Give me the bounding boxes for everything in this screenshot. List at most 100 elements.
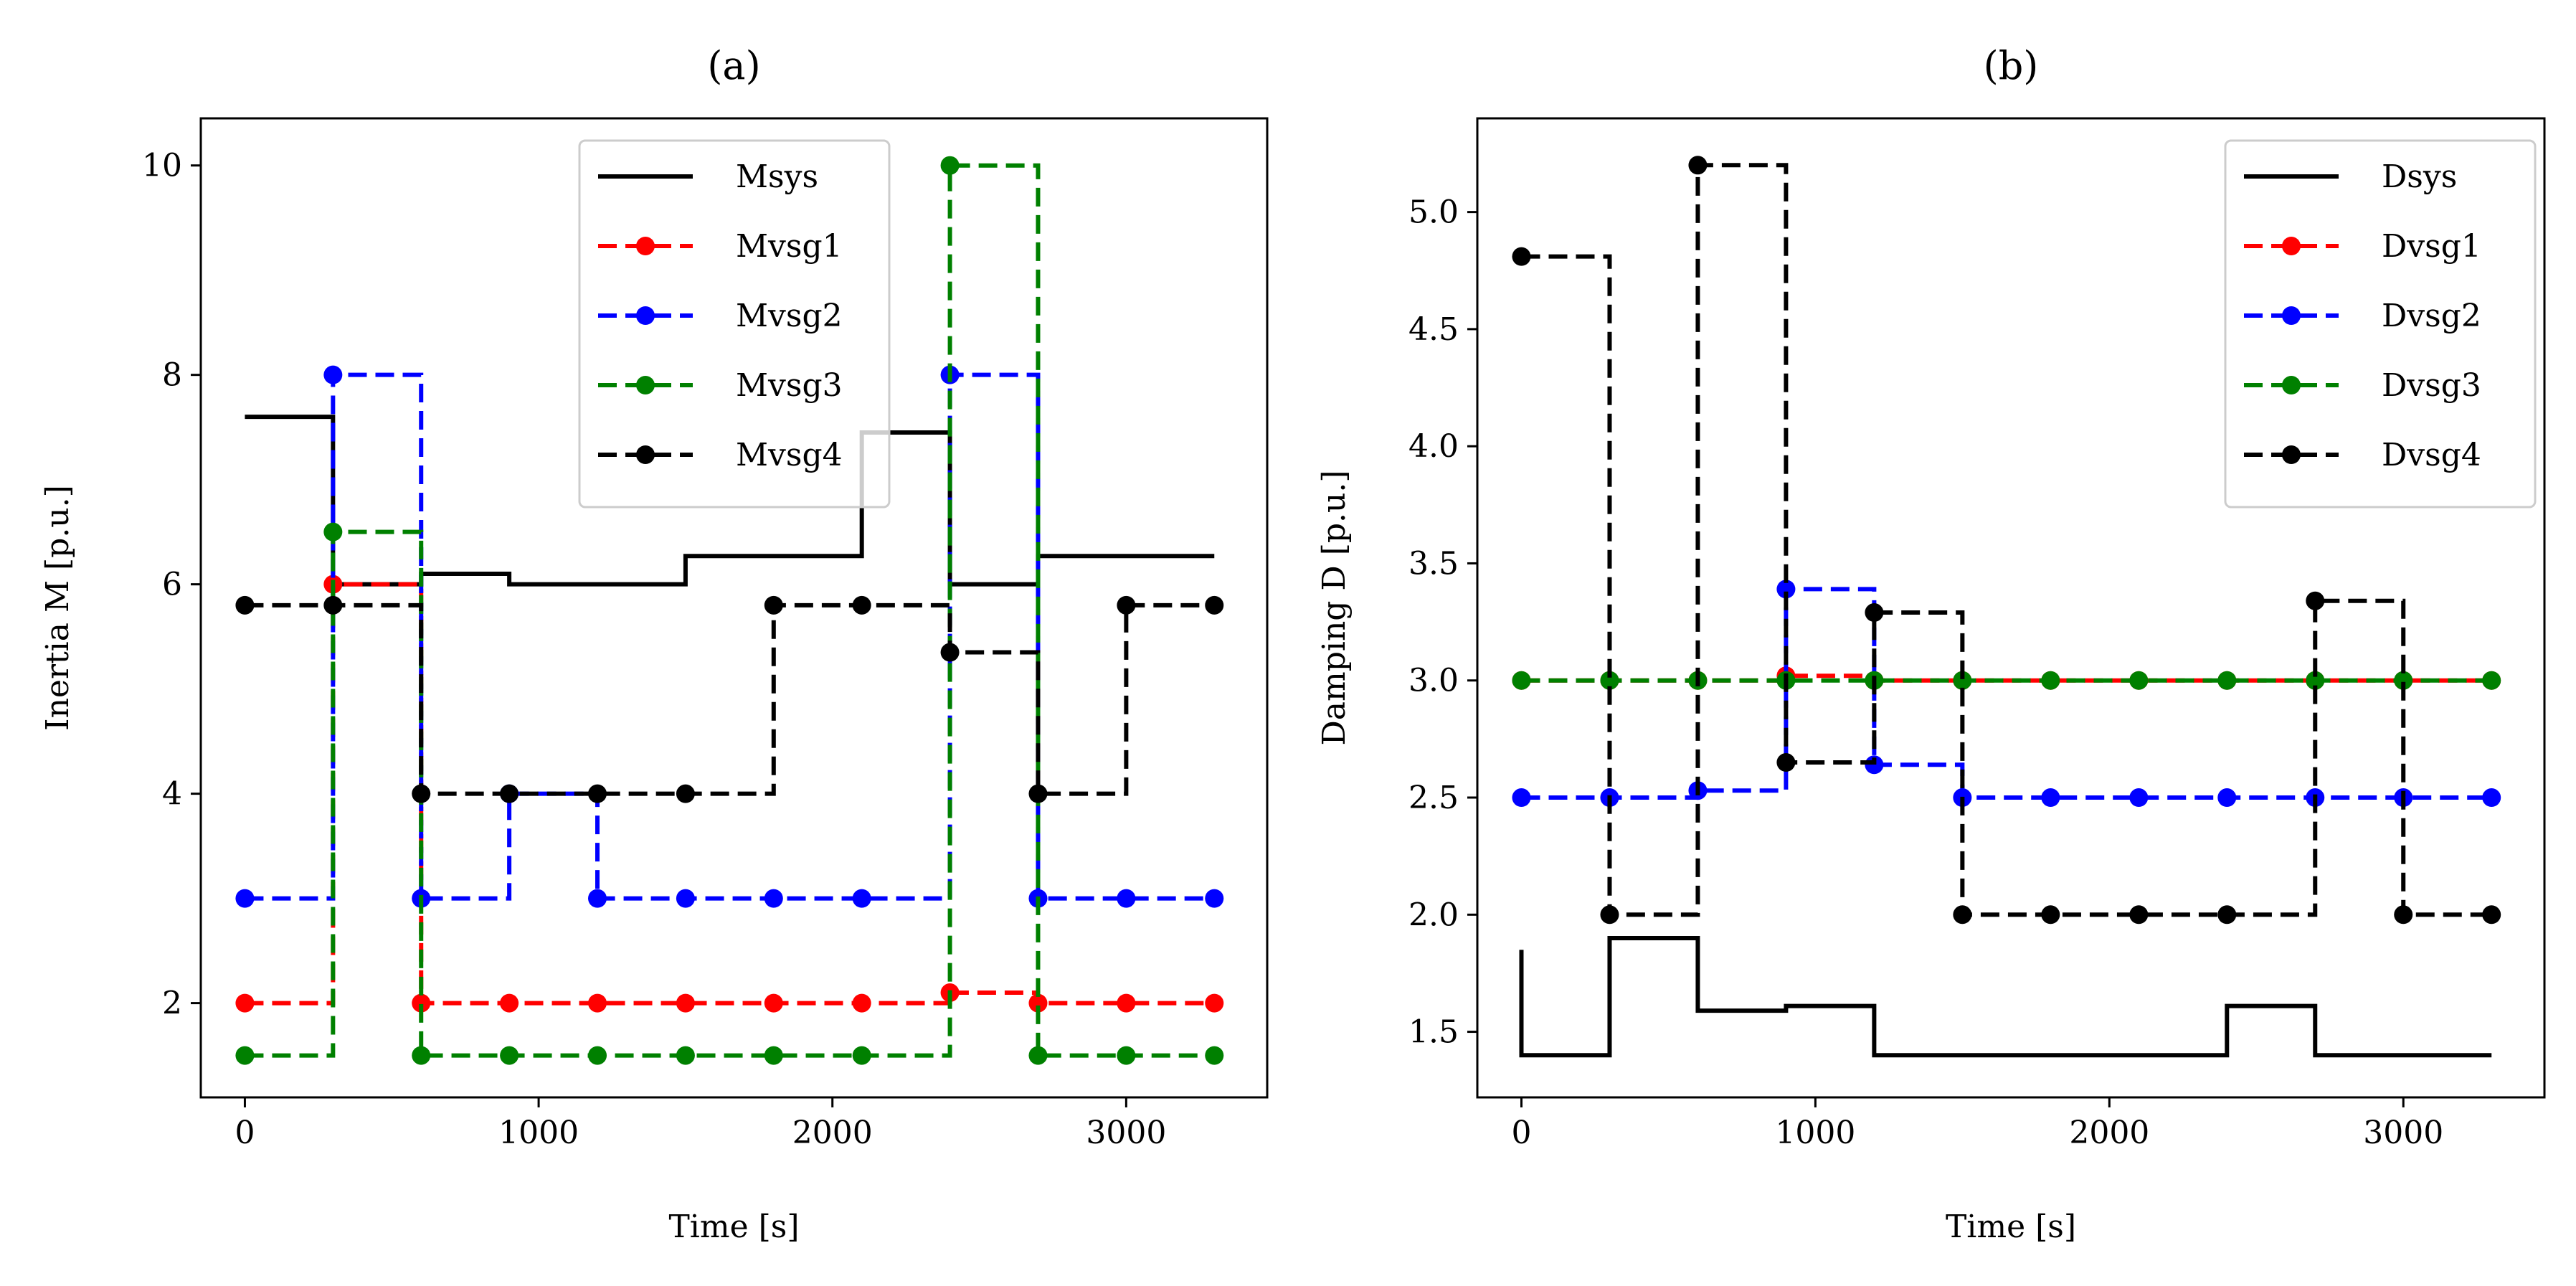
data-point-mvsg2 [588,889,607,908]
y-tick-label: 1.5 [1408,1014,1459,1051]
data-point-mvsg3 [1205,1046,1224,1065]
data-point-mvsg1 [500,993,519,1013]
y-axis-label: Inertia M [p.u.] [39,485,76,731]
y-axis-label: Damping D [p.u.] [1316,470,1353,745]
legend: Dsys Dvsg1 Dvsg2 Dvsg3 Dvsg4 [2224,139,2537,509]
data-point-dvsg4 [1953,905,1972,925]
y-tick-label: 4 [162,776,182,813]
legend-label: Msys [736,159,818,195]
data-point-dvsg4 [1865,603,1884,623]
y-tick-label: 2 [162,985,182,1022]
chart-panel-a: (a) 0 1000 2000 3000 2 4 6 8 10 Time [s] Inertia M … [39,43,1269,1245]
data-point-dvsg2 [1512,788,1531,808]
data-point-mvsg2 [1117,889,1136,908]
legend: Msys Mvsg1 Mvsg2 Mvsg3 Mvsg4 [578,139,891,509]
legend-label: Mvsg4 [736,437,843,473]
legend-box [2224,139,2537,509]
data-point-mvsg3 [852,1046,871,1065]
data-point-mvsg3 [588,1046,607,1065]
data-point-mvsg3 [323,522,343,542]
data-point-mvsg1 [676,993,695,1013]
legend-label: Mvsg3 [736,367,843,404]
legend-marker [2282,306,2301,325]
data-point-dvsg4 [2394,905,2413,925]
data-point-dvsg4 [2217,905,2237,925]
data-point-mvsg4 [1117,595,1136,615]
series-line-mvsg3 [245,163,1215,1058]
data-point-mvsg2 [676,889,695,908]
y-tick-label: 10 [142,148,182,184]
y-tick-label: 5.0 [1408,194,1459,231]
data-point-mvsg4 [412,784,431,803]
legend-label: Dvsg2 [2382,298,2481,334]
series-line-dsys [1519,935,2492,1058]
data-point-mvsg2 [323,365,343,384]
y-tick-label: 4.5 [1408,311,1459,348]
data-point-mvsg4 [588,784,607,803]
data-point-mvsg3 [500,1046,519,1065]
data-point-dvsg2 [1776,580,1796,599]
data-point-mvsg1 [852,993,871,1013]
data-point-mvsg4 [323,595,343,615]
data-point-mvsg4 [940,643,960,662]
data-point-mvsg3 [940,156,960,175]
data-point-dvsg4 [2306,591,2325,610]
y-tick-label: 2.0 [1408,897,1459,933]
data-point-dvsg4 [1600,905,1619,925]
data-point-dvsg2 [2041,788,2060,808]
legend-marker [636,376,655,394]
legend-label: Mvsg1 [736,228,843,265]
legend-marker [2282,237,2301,255]
x-tick-label: 3000 [2363,1115,2443,1151]
legend-marker [636,445,655,464]
legend-marker [2282,376,2301,394]
data-point-mvsg3 [1117,1046,1136,1065]
data-point-mvsg3 [412,1046,431,1065]
data-point-mvsg3 [764,1046,783,1065]
legend-label: Mvsg2 [736,298,843,334]
legend-label: Dvsg1 [2382,228,2481,265]
data-point-mvsg1 [235,993,255,1013]
y-tick-label: 6 [162,567,182,603]
data-point-dvsg3 [1953,671,1972,690]
plot-frame [1476,117,2546,1099]
x-tick-label: 2000 [2069,1115,2149,1151]
data-point-mvsg3 [1028,1046,1048,1065]
data-point-dvsg3 [1600,671,1619,690]
y-tick-label: 8 [162,357,182,394]
data-point-mvsg1 [412,993,431,1013]
data-point-mvsg4 [676,784,695,803]
x-tick-label: 3000 [1086,1115,1166,1151]
legend-marker [2282,445,2301,464]
data-point-dvsg4 [2129,905,2149,925]
chart-title: (a) [707,43,760,88]
series-line-mvsg4 [245,602,1215,796]
data-point-mvsg1 [764,993,783,1013]
series-line-mvsg1 [245,582,1215,1006]
legend-box [578,139,891,509]
data-point-dvsg3 [2306,671,2325,690]
data-point-mvsg2 [852,889,871,908]
y-tick-label: 4.0 [1408,428,1459,465]
data-point-dvsg3 [1512,671,1531,690]
data-point-mvsg1 [1205,993,1224,1013]
legend-marker [636,306,655,325]
data-point-dvsg2 [2217,788,2237,808]
data-point-dvsg2 [2129,788,2149,808]
data-point-mvsg4 [235,595,255,615]
data-point-mvsg2 [235,889,255,908]
plot-frame [199,117,1269,1099]
y-tick-label: 2.5 [1408,780,1459,816]
legend-label: Dvsg3 [2382,367,2481,404]
x-tick-label: 0 [235,1115,255,1151]
data-point-dvsg4 [1776,753,1796,772]
x-tick-label: 1000 [498,1115,579,1151]
series-line-dvsg4 [1521,163,2492,917]
data-point-dvsg3 [2041,671,2060,690]
data-point-dvsg4 [2041,905,2060,925]
data-point-dvsg3 [2129,671,2149,690]
data-point-mvsg4 [1028,784,1048,803]
y-tick-label: 3.0 [1408,663,1459,699]
chart-title: (b) [1984,43,2039,88]
x-tick-label: 2000 [792,1115,873,1151]
